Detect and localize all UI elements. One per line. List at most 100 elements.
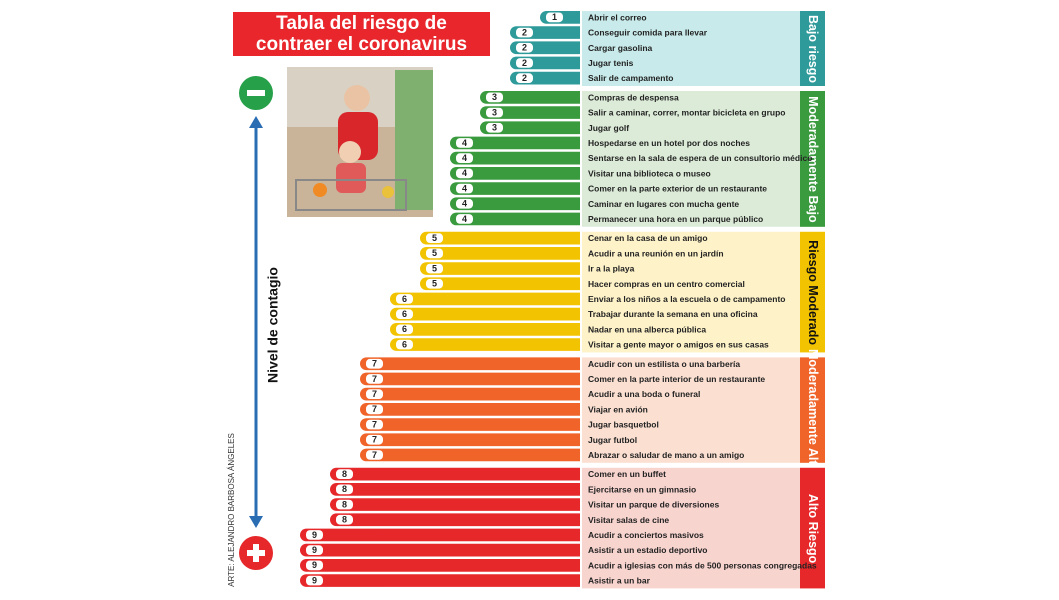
bar bbox=[300, 543, 580, 557]
value-badge bbox=[456, 214, 473, 224]
value-badge bbox=[306, 545, 323, 555]
value-label: 5 bbox=[432, 263, 437, 273]
bar bbox=[480, 121, 580, 135]
value-badge bbox=[366, 419, 383, 430]
chart-title: Tabla del riesgo de contraer el coronavi… bbox=[233, 12, 490, 56]
activity-label: Salir de campamento bbox=[588, 73, 674, 83]
value-badge bbox=[426, 263, 443, 274]
group-panel bbox=[582, 91, 825, 227]
activity-label: Permanecer una hora en un parque público bbox=[588, 214, 763, 224]
value-badge bbox=[546, 12, 563, 23]
value-badge bbox=[486, 107, 503, 118]
group-strip bbox=[800, 231, 825, 353]
value-label: 7 bbox=[372, 389, 377, 399]
value-label: 6 bbox=[402, 339, 407, 349]
value-label: 8 bbox=[342, 469, 347, 479]
activity-label: Hacer compras en un centro comercial bbox=[588, 279, 745, 289]
bar bbox=[330, 498, 580, 511]
value-label: 4 bbox=[462, 183, 467, 193]
value-label: 4 bbox=[462, 138, 467, 148]
value-badge bbox=[366, 434, 383, 445]
value-badge bbox=[426, 248, 443, 259]
value-label: 8 bbox=[342, 515, 347, 525]
activity-label: Acudir a una reunión en un jardín bbox=[588, 248, 724, 258]
activity-label: Abrir el correo bbox=[588, 12, 647, 22]
value-badge bbox=[486, 92, 503, 103]
value-label: 4 bbox=[462, 214, 467, 224]
bar bbox=[360, 357, 580, 371]
activity-label: Asistir a un bar bbox=[588, 576, 651, 586]
value-label: 9 bbox=[312, 575, 317, 585]
group-strip bbox=[800, 357, 825, 463]
activity-label: Jugar golf bbox=[588, 123, 629, 133]
bar bbox=[360, 418, 580, 431]
activity-label: Visitar a gente mayor o amigos en sus ca… bbox=[588, 340, 769, 350]
activity-label: Abrazar o saludar de mano a un amigo bbox=[588, 450, 744, 460]
value-badge bbox=[456, 183, 473, 194]
value-label: 7 bbox=[372, 374, 377, 384]
bar bbox=[450, 136, 580, 150]
value-label: 2 bbox=[522, 58, 527, 68]
value-label: 2 bbox=[522, 27, 527, 37]
group-panel bbox=[582, 357, 825, 463]
activity-label: Asistir a un estadio deportivo bbox=[588, 545, 708, 555]
value-label: 2 bbox=[522, 43, 527, 53]
bar bbox=[300, 528, 580, 542]
bar bbox=[420, 277, 580, 291]
group-label: Alto Riesgo bbox=[806, 494, 820, 564]
value-label: 3 bbox=[492, 92, 497, 102]
value-badge bbox=[396, 339, 413, 350]
value-label: 7 bbox=[372, 404, 377, 414]
activity-label: Cargar gasolina bbox=[588, 43, 653, 53]
bar bbox=[300, 559, 580, 572]
value-label: 9 bbox=[312, 560, 317, 570]
value-badge bbox=[396, 294, 413, 304]
bar bbox=[450, 197, 580, 211]
value-badge bbox=[366, 389, 383, 399]
bar bbox=[390, 323, 580, 336]
bar bbox=[360, 448, 580, 462]
value-badge bbox=[426, 233, 443, 243]
value-label: 3 bbox=[492, 123, 497, 133]
bar bbox=[330, 483, 580, 496]
bar bbox=[390, 307, 580, 321]
credit: ARTE: ALEJANDRO BARBOSA ÁNGELES bbox=[227, 433, 236, 587]
bar bbox=[390, 338, 580, 351]
activity-label: Visitar salas de cine bbox=[588, 515, 669, 525]
scale-arrow bbox=[239, 76, 273, 570]
group-label: Moderadamente Bajo bbox=[806, 96, 820, 223]
value-badge bbox=[366, 374, 383, 384]
value-badge bbox=[306, 560, 323, 571]
bar bbox=[330, 513, 580, 527]
activity-label: Caminar en lugares con mucha gente bbox=[588, 199, 739, 209]
activity-label: Acudir a iglesias con más de 500 persona… bbox=[588, 560, 817, 570]
value-badge bbox=[396, 309, 413, 319]
bar bbox=[420, 231, 580, 245]
activity-label: Visitar una biblioteca o museo bbox=[588, 168, 711, 178]
bar bbox=[420, 247, 580, 260]
value-label: 8 bbox=[342, 499, 347, 509]
photo bbox=[287, 67, 433, 217]
activity-label: Comer en la parte exterior de un restaur… bbox=[588, 184, 767, 194]
group-strip bbox=[800, 91, 825, 227]
value-badge bbox=[516, 58, 533, 68]
activity-label: Comer en un buffet bbox=[588, 469, 666, 479]
bar bbox=[420, 262, 580, 275]
value-badge bbox=[456, 168, 473, 179]
value-badge bbox=[516, 42, 533, 53]
value-badge bbox=[516, 27, 533, 38]
group-strip bbox=[800, 467, 825, 589]
axis-label: Nivel de contagio bbox=[265, 267, 281, 383]
value-badge bbox=[396, 324, 413, 335]
value-label: 4 bbox=[462, 199, 467, 209]
bar bbox=[450, 151, 580, 165]
value-label: 6 bbox=[402, 324, 407, 334]
bar bbox=[360, 403, 580, 416]
value-label: 9 bbox=[312, 545, 317, 555]
value-label: 4 bbox=[462, 168, 467, 178]
bar bbox=[480, 106, 580, 119]
value-label: 5 bbox=[432, 248, 437, 258]
activity-label: Sentarse en la sala de espera de un cons… bbox=[588, 153, 812, 163]
